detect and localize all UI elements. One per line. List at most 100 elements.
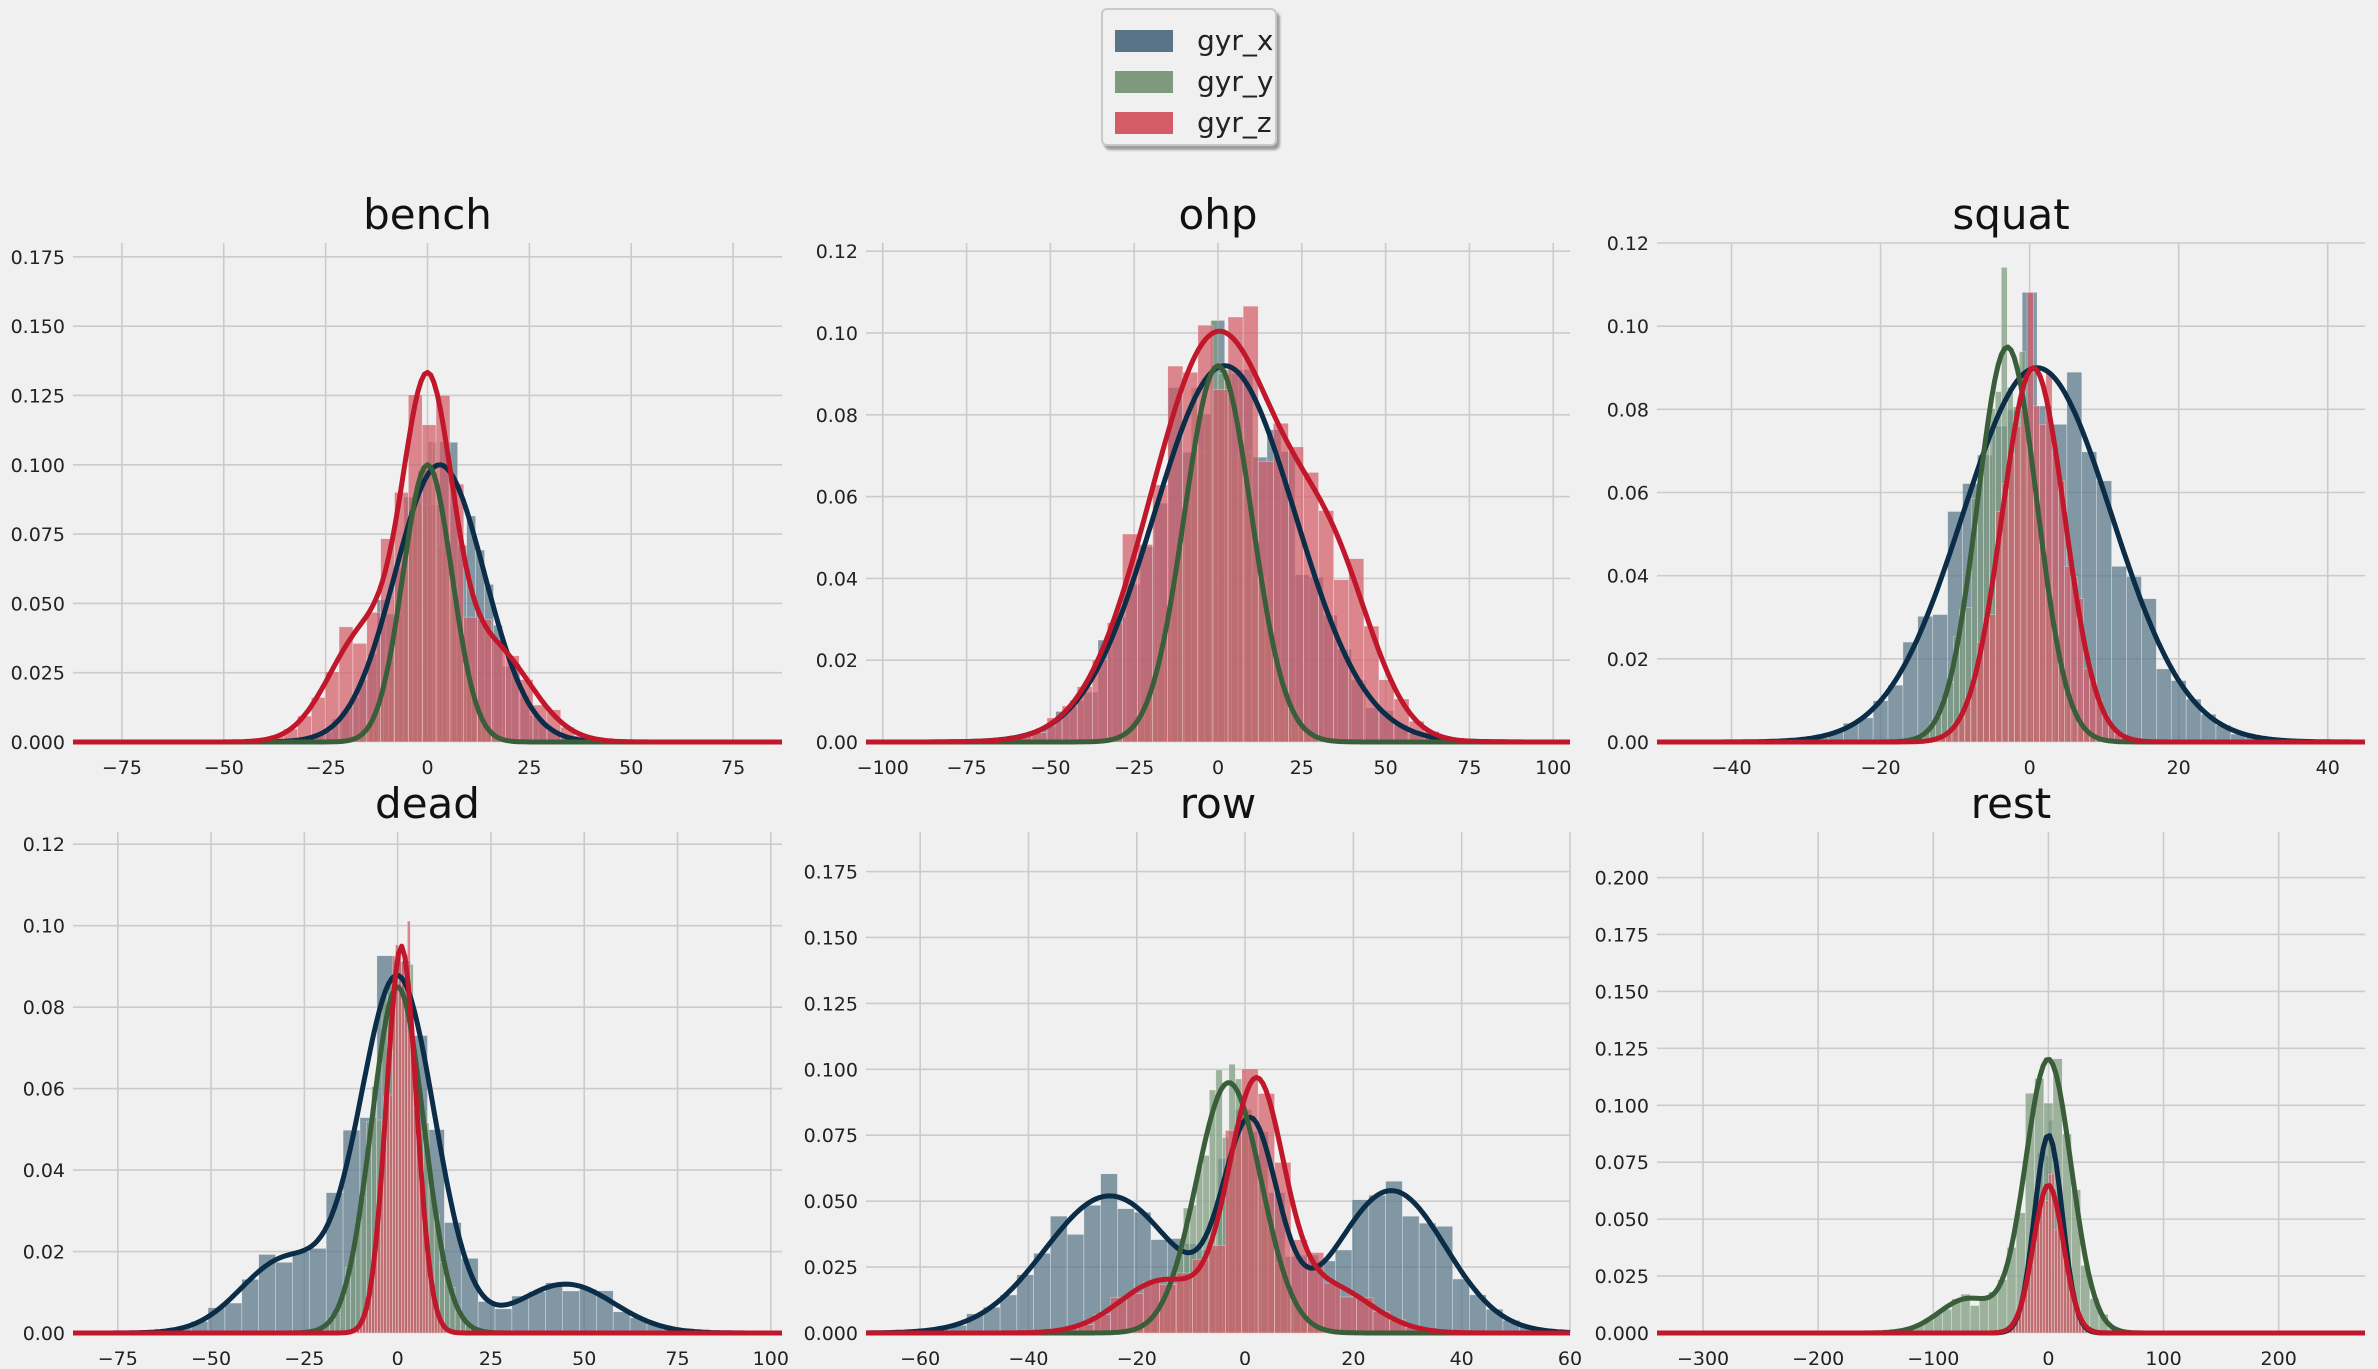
x-tick-label: 20 [1341,1348,1365,1365]
y-tick-label: 0.12 [1607,233,1649,255]
y-tick-label: 0.00 [816,732,858,754]
y-tick-label: 0.025 [11,663,65,685]
y-tick-label: 0.04 [1607,566,1649,588]
panel-squat: −40 −20 0 20 40 0.00 0.02 0.04 0.06 0.08 0.10 0.12 s… [1607,190,2365,779]
y-tick-label: 0.075 [804,1125,858,1147]
x-tick-label: 100 [2145,1348,2181,1365]
kde-line-gyr-x [866,1114,1571,1336]
y-tick-label: 0.04 [23,1160,65,1182]
y-tick-label: 0.150 [804,927,858,949]
hist-bar-gyr-z [1152,484,1169,743]
x-tick-label: 0 [2024,757,2036,779]
hist-bar-gyr-z [1339,1296,1357,1334]
hist-bar-gyr-z [2048,1173,2052,1334]
legend-label-gyr-y: gyr_y [1197,65,1274,98]
x-tick-label: −25 [306,757,346,779]
hist-bar-gyr-x [1402,1215,1420,1334]
legend-swatch-gyr-y [1115,70,1173,93]
x-tick-label: 100 [1535,757,1571,779]
x-tick-label: 200 [2261,1348,2297,1365]
hist-bar-gyr-x [1887,684,1904,743]
y-tick-label: 0.10 [1607,316,1649,338]
x-tick-label: 50 [1374,757,1398,779]
y-tick-label: 0.175 [804,862,858,884]
y-tick-label: 0.100 [804,1059,858,1081]
y-tick-label: 0.06 [816,487,858,509]
x-tick-label: −75 [947,757,987,779]
y-tick-label: 0.06 [23,1079,65,1101]
kde-line-gyr-z [73,943,782,1336]
hist-bar-gyr-z [1989,614,1997,743]
y-tick-label: 0.175 [11,247,65,269]
panel-dead: −75 −50 −25 0 25 50 75 100 0.00 0.02 0.04 0.06 0.08 0… [23,779,789,1369]
panel-row: −60 −40 −20 0 20 40 60 0.000 0.025 0.050 0.075 0.10… [804,779,1583,1369]
x-tick-label: 25 [479,1348,503,1365]
panel-rest: −300 −200 −100 0 100 200 0.000 0.025 0.050 0.075 0… [1595,779,2365,1369]
hist-bar-gyr-y [1942,1308,1953,1334]
hist-bar-gyr-x [528,1291,546,1334]
x-tick-label: 75 [665,1348,689,1365]
hist-bar-gyr-z [2020,409,2028,743]
hist-bar-gyr-z [389,1094,393,1334]
hist-bar-gyr-z [401,961,405,1334]
y-tick-label: 0.150 [1595,981,1649,1003]
hist-bar-gyr-x [224,1302,243,1334]
x-tick-label: 20 [2167,757,2191,779]
hist-bar-gyr-z [2008,454,2015,743]
hist-bar-gyr-z [2054,1229,2058,1334]
hist-bar-gyr-z [408,394,423,743]
x-tick-label: 50 [619,757,643,779]
y-tick-label: 0.100 [1595,1095,1649,1117]
x-tick-label: −50 [204,757,244,779]
y-tick-label: 0.075 [1595,1152,1649,1174]
y-tick-label: 0.125 [11,385,65,407]
kde-line-gyr-x [73,973,782,1336]
y-tick-label: 0.000 [804,1323,858,1345]
hist-bar-gyr-x [579,1288,597,1334]
hist-bar-gyr-z [2030,1264,2034,1334]
x-tick-label: 0 [1212,757,1224,779]
hist-bar-gyr-x [2111,566,2127,743]
kde-line-gyr-z [866,328,1570,745]
hist-bar-gyr-z [1208,1245,1226,1334]
x-tick-label: −25 [284,1348,324,1365]
x-tick-label: 0 [2042,1348,2054,1365]
y-tick-label: 0.12 [23,834,65,856]
panel-title: bench [363,190,492,239]
hist-bar-gyr-x [1033,1253,1051,1334]
y-tick-label: 0.06 [1607,483,1649,505]
legend: gyr_x gyr_y gyr_z [1101,8,1277,146]
hist-bar-gyr-z [2039,424,2047,743]
y-tick-label: 0.00 [1607,732,1649,754]
x-tick-label: 60 [1558,1348,1582,1365]
y-tick-label: 0.150 [11,316,65,338]
y-tick-label: 0.100 [11,455,65,477]
hist-bar-gyr-x [2156,668,2172,743]
y-tick-label: 0.025 [1595,1266,1649,1288]
x-tick-label: 25 [517,757,541,779]
y-tick-label: 0.125 [804,993,858,1015]
hist-bar-gyr-x [1418,1222,1437,1334]
hist-bar-gyr-z [2045,1200,2049,1334]
hist-bar-gyr-z [395,944,399,1334]
x-tick-label: −25 [1114,757,1154,779]
hist-bar-gyr-z [1212,389,1229,743]
hist-bar-gyr-x [612,1311,631,1334]
x-tick-label: 0 [421,757,433,779]
hist-bar-gyr-x [309,1248,327,1334]
hist-bar-gyr-z [410,1049,414,1334]
x-tick-label: 100 [753,1348,789,1365]
y-tick-label: 0.075 [11,524,65,546]
hist-bar-gyr-z [1323,1282,1341,1334]
legend-swatch-gyr-z [1115,111,1173,134]
kde-line-gyr-z [1657,365,2365,745]
panel-title: dead [375,779,480,828]
y-tick-label: 0.08 [23,997,65,1019]
hist-bar-gyr-x [494,1308,513,1334]
hist-bar-gyr-z [2042,1190,2046,1334]
y-tick-label: 0.10 [23,916,65,938]
hist-bar-gyr-z [1227,316,1244,743]
kde-line-gyr-z [73,369,782,745]
panel-title: squat [1952,190,2069,239]
y-tick-label: 0.12 [816,241,858,263]
